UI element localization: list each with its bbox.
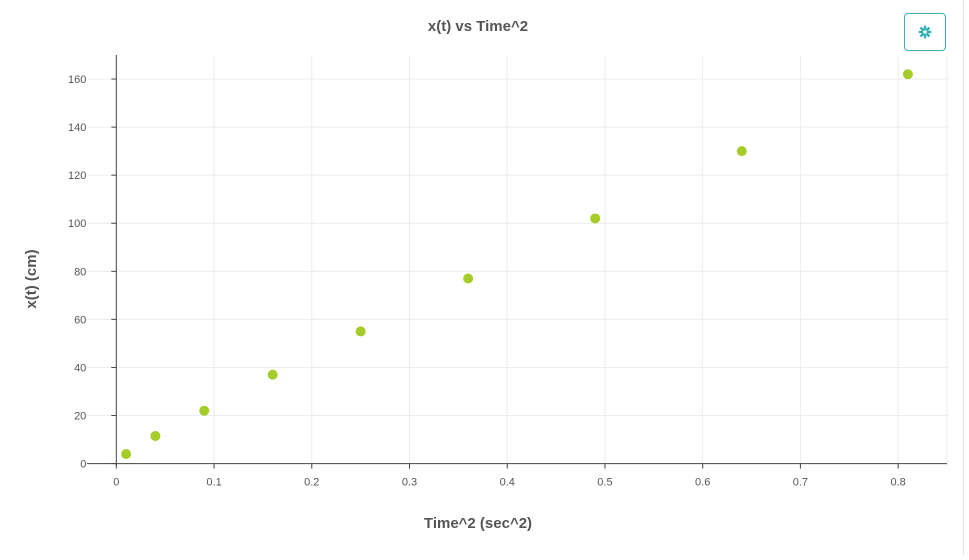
y-tick-label: 60 xyxy=(74,314,86,326)
x-tick-label: 0.7 xyxy=(793,477,808,489)
data-point[interactable] xyxy=(355,326,366,337)
x-tick-label: 0.5 xyxy=(597,477,612,489)
x-tick-label: 0.8 xyxy=(890,477,905,489)
data-point[interactable] xyxy=(463,273,474,284)
y-tick-label: 80 xyxy=(74,266,86,278)
data-point[interactable] xyxy=(590,213,601,224)
y-tick-label: 140 xyxy=(68,122,86,134)
panel-edge-divider xyxy=(963,0,964,555)
y-tick-label: 20 xyxy=(74,411,86,423)
x-tick-label: 0.6 xyxy=(695,477,710,489)
tick-layer: 0 0.1 0.2 0.3 0.4 0.5 0.6 0.7 0.8 0 20 40 60 80 100 120… xyxy=(68,74,906,489)
gear-icon xyxy=(918,25,932,39)
x-tick-label: 0.4 xyxy=(500,477,515,489)
points-layer xyxy=(121,69,913,459)
grid-layer xyxy=(87,55,948,466)
x-tick-label: 0.2 xyxy=(304,477,319,489)
y-axis-label: x(t) (cm) xyxy=(23,249,40,308)
x-tick-label: 0.3 xyxy=(402,477,417,489)
y-tick-label: 160 xyxy=(68,74,86,86)
data-point[interactable] xyxy=(267,369,278,380)
x-tick-label: 0 xyxy=(113,477,119,489)
data-point[interactable] xyxy=(199,405,210,416)
x-tick-label: 0.1 xyxy=(206,477,221,489)
y-tick-label: 0 xyxy=(80,459,86,471)
data-point[interactable] xyxy=(736,146,747,157)
y-tick-label: 100 xyxy=(68,218,86,230)
data-point[interactable] xyxy=(902,69,913,80)
axis-layer xyxy=(87,55,947,466)
x-axis-label: Time^2 (sec^2) xyxy=(424,515,532,532)
data-point[interactable] xyxy=(121,448,132,459)
data-point[interactable] xyxy=(150,430,161,441)
chart-settings-button[interactable] xyxy=(904,13,946,51)
y-tick-label: 40 xyxy=(74,362,86,374)
y-tick-label: 120 xyxy=(68,170,86,182)
chart-title: x(t) vs Time^2 xyxy=(428,18,528,35)
